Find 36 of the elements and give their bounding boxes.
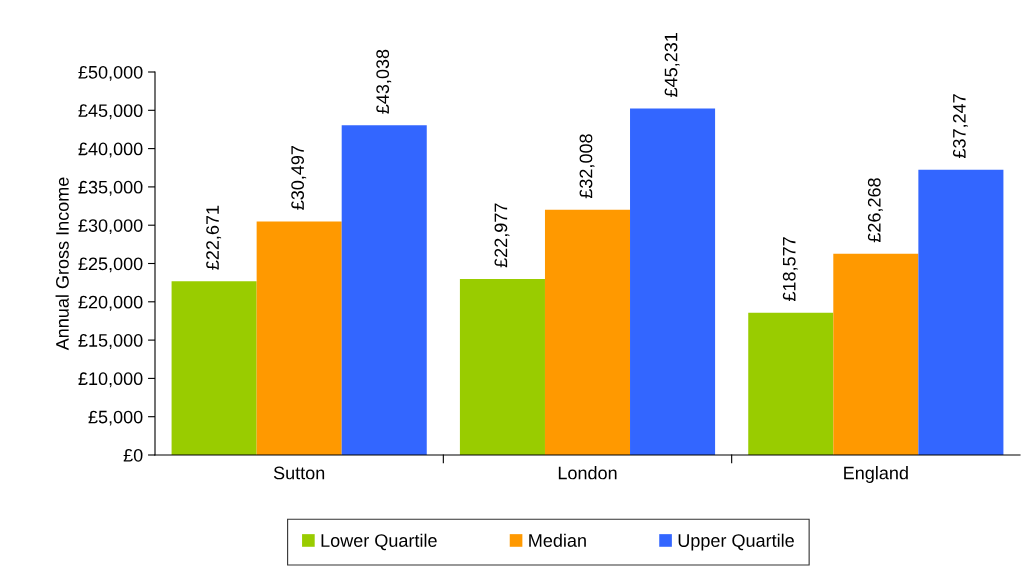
bar — [459, 279, 545, 455]
bar — [748, 312, 834, 455]
data-label: £37,247 — [952, 94, 968, 159]
data-label: £30,497 — [291, 145, 307, 210]
y-tick-label: £5,000 — [88, 410, 143, 426]
data-label: £18,577 — [782, 237, 798, 302]
x-tick-label: London — [558, 466, 617, 480]
y-tick-label: £20,000 — [78, 295, 143, 311]
bar — [918, 169, 1004, 455]
legend-label: Upper Quartile — [678, 533, 794, 551]
y-tick-label: £10,000 — [78, 372, 143, 388]
data-label: £22,977 — [494, 203, 510, 268]
y-tick-label: £45,000 — [78, 104, 143, 120]
bar — [544, 209, 631, 455]
data-label: £22,671 — [206, 205, 222, 270]
bar — [341, 125, 427, 455]
data-label: £43,038 — [376, 49, 392, 114]
data-label: £26,268 — [867, 178, 883, 243]
bar — [833, 253, 919, 455]
x-tick-label: Sutton — [273, 466, 325, 480]
bar — [171, 281, 257, 455]
y-tick-label: £25,000 — [78, 257, 143, 273]
bar — [256, 221, 342, 455]
y-tick-label: £0 — [123, 448, 143, 462]
bar — [630, 108, 716, 455]
y-tick-label: £40,000 — [78, 142, 143, 158]
legend-label: Lower Quartile — [321, 533, 437, 551]
y-tick-label: £15,000 — [78, 334, 143, 349]
y-tick-label: £50,000 — [78, 65, 143, 81]
data-label: £45,231 — [664, 33, 680, 97]
x-tick-label: England — [844, 466, 908, 483]
y-axis-title: Annual Gross Income — [55, 177, 69, 351]
y-tick-label: £30,000 — [78, 219, 143, 235]
y-tick-label: £35,000 — [78, 180, 143, 196]
legend-label: Median — [529, 533, 586, 547]
data-label: £32,008 — [579, 134, 595, 199]
